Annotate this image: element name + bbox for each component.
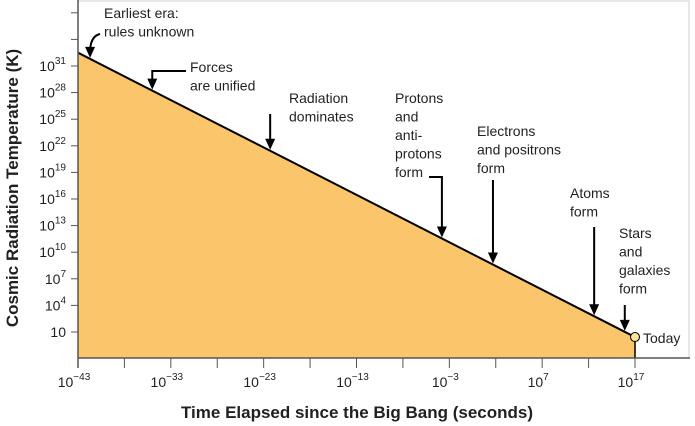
annotation-text: rules unknown — [104, 24, 194, 40]
arrowhead-icon — [85, 46, 96, 58]
annotation-text: Atoms — [570, 185, 610, 201]
y-tick-label: 1016 — [39, 189, 66, 207]
arrowhead-icon — [589, 304, 600, 316]
annotation-text: Radiation — [289, 90, 348, 106]
y-tick-label: 1010 — [39, 242, 66, 260]
annotation: Atoms form — [570, 185, 610, 316]
y-tick-label: 1028 — [39, 83, 66, 101]
y-tick-label: 1013 — [39, 216, 66, 234]
y-tick-label: 1022 — [39, 136, 66, 154]
y-tick-label: 107 — [45, 269, 67, 287]
today-marker — [630, 332, 640, 343]
arrowhead-icon — [436, 226, 447, 238]
annotation-text: Electrons — [477, 123, 535, 139]
annotation-text: form — [395, 164, 423, 180]
x-axis-title: Time Elapsed since the Big Bang (seconds… — [181, 403, 533, 422]
x-tick-label: 107 — [528, 372, 550, 390]
annotation: Earliest era: rules unknown — [85, 5, 194, 58]
annotation: Electrons and positrons form — [477, 123, 561, 264]
y-tick-label: 1019 — [39, 162, 66, 180]
today-label: Today — [643, 330, 680, 346]
x-tick-label: 10−23 — [243, 372, 276, 390]
x-tick-label: 10−43 — [58, 372, 91, 390]
annotation-text: and positrons — [477, 142, 561, 158]
y-tick-label: 10 — [50, 324, 66, 340]
x-tick-label: 10−33 — [151, 372, 184, 390]
annotation: Protons and anti-protons form — [395, 90, 447, 238]
arrowhead-icon — [147, 78, 158, 90]
annotation-text: Protons — [395, 90, 443, 106]
annotation-text: protons — [395, 146, 442, 162]
y-tick-label: 104 — [45, 295, 67, 313]
annotation-text: form — [477, 160, 505, 176]
annotation: Forces are unified — [147, 59, 255, 94]
annotation-text: Earliest era: — [104, 5, 179, 21]
temperature-area — [78, 52, 635, 358]
annotation-text: anti- — [395, 127, 423, 143]
annotation-text: and — [395, 109, 418, 125]
x-tick-label: 10−13 — [336, 372, 369, 390]
arrowhead-icon — [265, 138, 276, 150]
annotation-text: and — [619, 244, 642, 260]
arrowhead-icon — [619, 319, 630, 331]
annotation-text: dominates — [289, 109, 354, 125]
y-tick-label: 1025 — [39, 109, 66, 127]
x-tick-label: 1017 — [618, 372, 645, 390]
annotation: Stars and galaxies form — [619, 225, 670, 331]
annotation-text: Forces — [190, 59, 233, 75]
x-tick-label: 10−3 — [432, 372, 459, 390]
annotation-arrow — [429, 176, 443, 230]
annotation-text: are unified — [190, 78, 255, 94]
annotation-text: galaxies — [619, 262, 670, 278]
arrowhead-icon — [487, 252, 498, 264]
annotation-arrow — [151, 70, 186, 82]
y-tick-label: 1031 — [39, 56, 66, 74]
temperature-line — [77, 51, 636, 338]
annotation-text: form — [619, 281, 647, 297]
annotation: Radiation dominates — [265, 90, 354, 150]
y-axis-title: Cosmic Radiation Temperature (K) — [3, 49, 22, 327]
annotation-text: form — [570, 204, 598, 220]
annotation-text: Stars — [619, 225, 652, 241]
